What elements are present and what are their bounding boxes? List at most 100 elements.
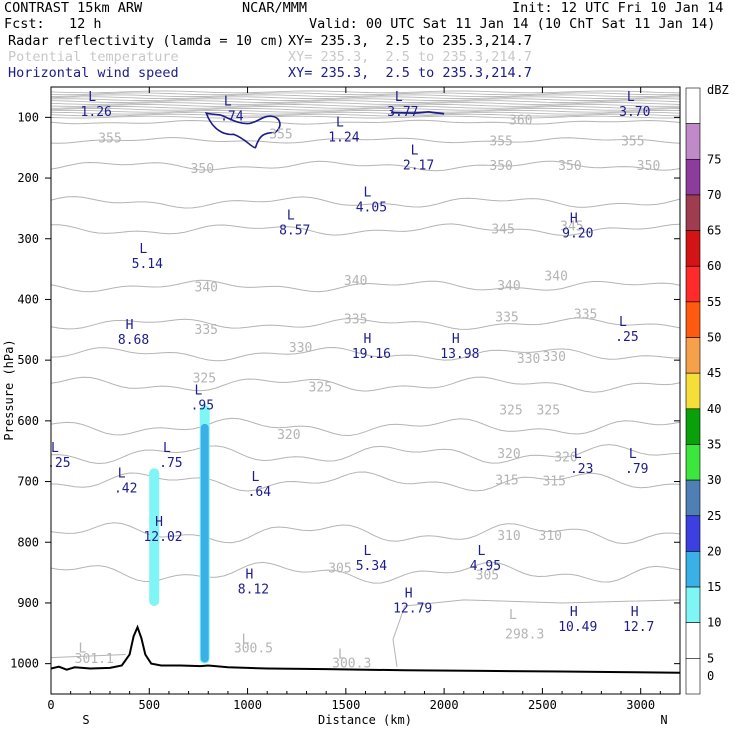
theta-contour-label: 305 [328,561,351,576]
y-tick-label: 300 [17,232,39,246]
y-tick-label: 500 [17,353,39,367]
theta-extremum-marker: L [338,648,346,663]
wind-extrema-labels: L1.26L.74L3.77L3.70L1.24L2.17L4.05L8.57H… [47,90,654,635]
wind-extremum-value: 5.14 [132,257,163,272]
wind-extremum-marker: L [139,242,147,257]
wind-extremum-marker: L [395,90,403,105]
colorbar-swatch [685,158,701,196]
field-name-reflectivity: Radar reflectivity (lamda = 10 cm) [8,33,285,49]
theta-contour-label: 335 [195,323,218,338]
wind-extremum-value: 13.98 [440,347,479,362]
wind-extremum-value: .42 [114,482,137,497]
x-tick-label: 0 [47,698,54,712]
forecast-hour: Fcst: 12 h [4,16,102,32]
x-tick-label: 2500 [528,698,557,712]
reflectivity-field [149,405,210,664]
terrain-profile [51,624,680,674]
wind-extremum-value: 10.49 [558,620,597,635]
wind-extremum-marker: L [629,447,637,462]
colorbar-swatch [685,515,701,552]
theta-contour-label: 305 [476,569,499,584]
theta-contour-label: 320 [497,447,520,462]
wind-extremum-marker: L [224,94,232,109]
wind-extremum-marker: L [88,90,96,105]
field-xy-theta: XY= 235.3, 2.5 to 235.3,214.7 [288,49,532,65]
wind-extremum-marker: L [118,467,126,482]
colorbar-unit: dBZ [707,83,729,97]
x-end-label-north: N [660,713,667,727]
wind-extremum-value: .75 [159,456,182,471]
theta-contour-label: 350 [191,162,214,177]
x-tick-label: 500 [138,698,160,712]
colorbar-label: 15 [707,580,721,594]
theta-contour-line [51,137,680,144]
wind-speed-contours [204,110,445,149]
axes: 100 200 300 400 500 600 700 800 900 1000 0 500 1000 1… [10,87,680,712]
wind-extremum-marker: H [452,332,460,347]
colorbar-swatch [685,301,701,338]
colorbar-swatch [685,87,701,124]
x-tick-label: 2000 [430,698,459,712]
valid-time: Valid: 00 UTC Sat 11 Jan 14 (10 ChT Sat … [309,16,716,32]
theta-contour-line [51,98,680,101]
wind-extremum-value: 19.16 [352,347,391,362]
wind-extremum-marker: H [631,605,639,620]
theta-contour-label: 301.1 [75,652,114,667]
wind-extremum-value: 8.57 [279,224,310,239]
theta-contour-line [51,119,680,125]
wind-extremum-marker: L [619,315,627,330]
wind-extremum-marker: L [163,441,171,456]
wind-extremum-value: 9.20 [562,227,593,242]
y-axis-label: Pressure (hPa) [2,339,16,440]
colorbar-label: 75 [707,152,721,166]
wind-extremum-value: 1.24 [328,131,359,146]
colorbar-label: 20 [707,544,721,558]
colorbar-label: 65 [707,224,721,238]
wind-contour-line [391,110,445,115]
theta-contour-line [51,90,680,94]
theta-contour-line [51,106,680,109]
theta-contour-line [51,102,680,105]
theta-contour-line [51,654,126,659]
wind-extremum-marker: L [51,441,59,456]
colorbar-label: 10 [707,616,721,630]
theta-contour-line [51,417,680,437]
theta-extremum-marker: L [509,608,517,623]
theta-contour-line [51,444,680,465]
theta-contour-label: 325 [193,371,216,386]
wind-extremum-marker: H [155,515,163,530]
wind-extremum-marker: L [574,447,582,462]
wind-extremum-marker: H [126,318,134,333]
colorbar-label: 5 [707,651,714,665]
y-tick-label: 800 [17,535,39,549]
colorbar-label: 35 [707,437,721,451]
wind-extremum-marker: L [411,144,419,159]
plot-title: CONTRAST 15km ARW [4,0,143,16]
wind-extremum-value: 1.26 [81,105,112,120]
colorbar-label: 60 [707,259,721,273]
theta-contour-label: 315 [495,473,518,488]
theta-contour-label: 345 [491,223,514,238]
theta-contour-line [51,223,680,236]
x-tick-label: 1000 [233,698,262,712]
y-tick-label: 900 [17,596,39,610]
theta-contour-label: 350 [558,159,581,174]
colorbar-swatch [685,408,701,445]
y-tick-label: 600 [17,414,39,428]
colorbar-swatch [685,194,701,231]
colorbar-swatch [685,658,701,695]
wind-extremum-marker: L [287,209,295,224]
wind-extremum-value: 3.70 [619,105,650,120]
wind-extremum-marker: H [570,212,578,227]
theta-contour-line [51,115,680,119]
theta-contour-label: 340 [344,274,367,289]
field-xy-wind: XY= 235.3, 2.5 to 235.3,214.7 [288,65,532,81]
wind-extremum-marker: L [336,116,344,131]
theta-contour-line [51,96,680,100]
colorbar-label: 50 [707,331,721,345]
theta-contour-label: 350 [489,159,512,174]
terrain-line [51,624,680,674]
theta-contour-label: 320 [554,450,577,465]
colorbar-swatch [685,123,701,160]
